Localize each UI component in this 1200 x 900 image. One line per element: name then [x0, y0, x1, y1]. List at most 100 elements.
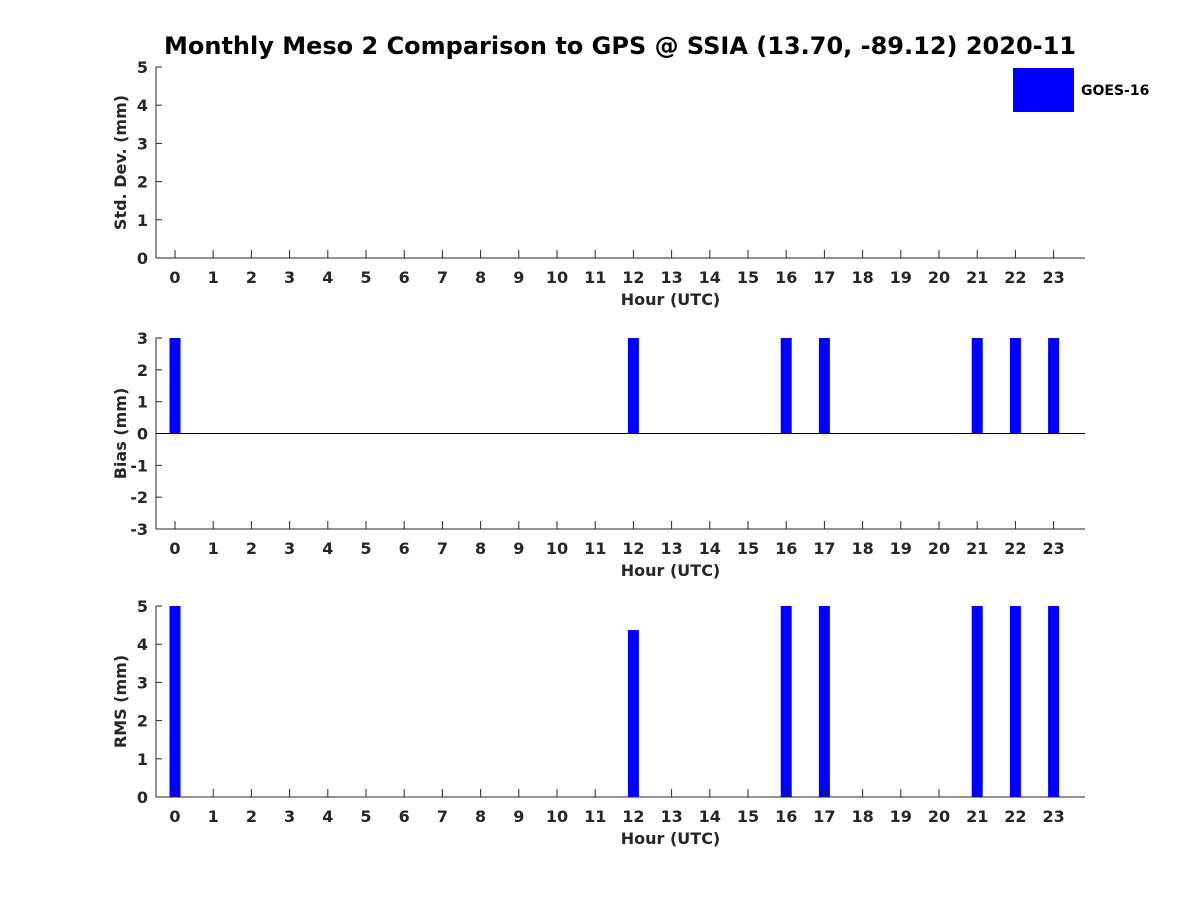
x-tick-label: 17 — [813, 807, 835, 826]
y-tick-label: 0 — [137, 249, 148, 268]
bar-hour-22 — [1009, 606, 1021, 797]
bar-hour-23 — [1048, 606, 1060, 797]
y-tick-label: 2 — [137, 361, 148, 380]
bar-hour-16 — [780, 338, 792, 434]
y-tick-label: 1 — [137, 750, 148, 769]
x-tick-label: 9 — [513, 268, 524, 287]
x-tick-label: 11 — [584, 807, 606, 826]
x-tick-label: 8 — [475, 539, 486, 558]
bar-hour-17 — [818, 338, 830, 434]
x-tick-label: 15 — [737, 807, 759, 826]
x-tick-label: 2 — [246, 539, 257, 558]
y-axis-label: RMS (mm) — [111, 655, 130, 748]
x-tick-label: 4 — [322, 807, 333, 826]
x-tick-label: 9 — [513, 807, 524, 826]
y-axis-label: Std. Dev. (mm) — [111, 95, 130, 230]
y-tick-label: 3 — [137, 673, 148, 692]
y-tick-label: 0 — [137, 425, 148, 444]
x-tick-label: 9 — [513, 539, 524, 558]
y-axis-label: Bias (mm) — [111, 388, 130, 480]
x-tick-label: 10 — [546, 807, 568, 826]
x-tick-label: 13 — [660, 268, 682, 287]
x-tick-label: 2 — [246, 807, 257, 826]
x-tick-label: 15 — [737, 539, 759, 558]
y-tick-label: 2 — [137, 712, 148, 731]
x-tick-label: 18 — [851, 539, 873, 558]
x-tick-label: 12 — [622, 807, 644, 826]
y-tick-label: 1 — [137, 211, 148, 230]
x-tick-label: 2 — [246, 268, 257, 287]
bar-hour-17 — [818, 606, 830, 797]
bar-hour-0 — [169, 606, 181, 797]
x-tick-label: 15 — [737, 268, 759, 287]
y-tick-label: 4 — [137, 96, 148, 115]
x-tick-label: 21 — [966, 539, 988, 558]
bar-hour-21 — [971, 338, 983, 434]
x-tick-label: 8 — [475, 807, 486, 826]
x-tick-label: 6 — [399, 807, 410, 826]
x-tick-label: 20 — [928, 539, 950, 558]
x-tick-label: 23 — [1042, 807, 1064, 826]
x-tick-label: 0 — [169, 539, 180, 558]
y-tick-label: -1 — [130, 456, 148, 475]
bar-hour-22 — [1009, 338, 1021, 434]
x-tick-label: 3 — [284, 268, 295, 287]
x-tick-label: 14 — [699, 807, 721, 826]
x-tick-label: 22 — [1004, 539, 1026, 558]
x-tick-label: 5 — [360, 539, 371, 558]
x-tick-label: 11 — [584, 268, 606, 287]
x-tick-label: 19 — [890, 268, 912, 287]
x-tick-label: 4 — [322, 539, 333, 558]
x-tick-label: 1 — [208, 807, 219, 826]
x-tick-label: 14 — [699, 539, 721, 558]
y-tick-label: 2 — [137, 173, 148, 192]
x-tick-label: 6 — [399, 539, 410, 558]
x-tick-label: 16 — [775, 539, 797, 558]
x-tick-label: 23 — [1042, 268, 1064, 287]
x-tick-label: 16 — [775, 807, 797, 826]
bar-hour-21 — [971, 606, 983, 797]
bar-hour-23 — [1048, 338, 1060, 434]
x-tick-label: 21 — [966, 268, 988, 287]
x-tick-label: 13 — [660, 807, 682, 826]
x-tick-label: 7 — [437, 807, 448, 826]
x-tick-label: 22 — [1004, 268, 1026, 287]
x-tick-label: 0 — [169, 268, 180, 287]
x-tick-label: 19 — [890, 539, 912, 558]
x-tick-label: 10 — [546, 539, 568, 558]
chart-title: Monthly Meso 2 Comparison to GPS @ SSIA … — [164, 32, 1076, 60]
y-tick-label: 3 — [137, 134, 148, 153]
x-tick-label: 20 — [928, 268, 950, 287]
x-tick-label: 6 — [399, 268, 410, 287]
x-tick-label: 12 — [622, 539, 644, 558]
x-tick-label: 20 — [928, 807, 950, 826]
x-tick-label: 7 — [437, 539, 448, 558]
y-tick-label: -2 — [130, 488, 148, 507]
x-tick-label: 7 — [437, 268, 448, 287]
x-tick-label: 5 — [360, 268, 371, 287]
x-tick-label: 5 — [360, 807, 371, 826]
x-tick-label: 19 — [890, 807, 912, 826]
x-tick-label: 12 — [622, 268, 644, 287]
x-axis-label: Hour (UTC) — [621, 829, 721, 848]
x-tick-label: 1 — [208, 539, 219, 558]
x-tick-label: 21 — [966, 807, 988, 826]
x-tick-label: 17 — [813, 268, 835, 287]
x-tick-label: 8 — [475, 268, 486, 287]
x-tick-label: 4 — [322, 268, 333, 287]
x-tick-label: 16 — [775, 268, 797, 287]
y-tick-label: 0 — [137, 788, 148, 807]
y-tick-label: 1 — [137, 393, 148, 412]
bar-hour-16 — [780, 606, 792, 797]
x-tick-label: 17 — [813, 539, 835, 558]
x-tick-label: 14 — [699, 268, 721, 287]
y-tick-label: -3 — [130, 520, 148, 539]
x-axis-label: Hour (UTC) — [621, 561, 721, 580]
x-tick-label: 13 — [660, 539, 682, 558]
x-tick-label: 3 — [284, 539, 295, 558]
y-tick-label: 3 — [137, 329, 148, 348]
